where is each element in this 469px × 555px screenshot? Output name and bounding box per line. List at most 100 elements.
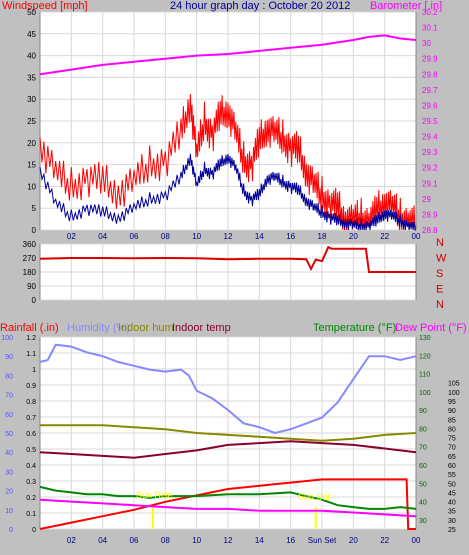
direction-ytick: 0 xyxy=(32,296,37,305)
temp-ytick: 80 xyxy=(419,426,427,433)
wind-xtick: 18 xyxy=(318,232,327,241)
dewpoint-ytick: 30 xyxy=(448,518,456,525)
rain-ytick: 1.2 xyxy=(26,335,36,342)
env-xtick: 02 xyxy=(67,536,76,545)
humidity-line xyxy=(39,343,417,435)
env-xtick: 04 xyxy=(98,536,107,545)
wind-xtick: 22 xyxy=(380,232,389,241)
humidity-ytick: 10 xyxy=(5,508,13,515)
temp-ytick: 50 xyxy=(419,481,427,488)
direction-compass-label: W xyxy=(436,253,447,265)
direction-compass-label: N xyxy=(436,299,444,311)
humidity-ytick: 100 xyxy=(1,335,13,342)
direction-line xyxy=(39,245,416,273)
wind-xtick: 10 xyxy=(192,232,201,241)
humidity-ytick: 30 xyxy=(5,469,13,476)
baro-ytick: 28.9 xyxy=(422,210,438,219)
wind-xtick: 20 xyxy=(349,232,358,241)
grid-lines xyxy=(40,11,417,530)
sunset-label: Sun Set xyxy=(298,492,331,502)
rain-ytick: 0.6 xyxy=(26,431,36,438)
dewpoint-ytick: 40 xyxy=(448,500,456,507)
dewpoint-ytick: 55 xyxy=(448,472,456,479)
wind-xtick: 04 xyxy=(98,232,107,241)
dew-point-line xyxy=(39,498,417,518)
humidity-ytick: 0 xyxy=(9,527,13,534)
env-xtick: 10 xyxy=(192,536,201,545)
wind-ytick: 45 xyxy=(27,30,36,39)
humidity-ytick: 80 xyxy=(5,373,13,380)
baro-ytick: 29.4 xyxy=(422,133,438,142)
temp-ytick: 120 xyxy=(419,353,431,360)
rain-ytick: 0.1 xyxy=(26,511,36,518)
series-lines xyxy=(39,34,417,530)
wind-xtick: 00 xyxy=(412,232,421,241)
direction-ytick: 270 xyxy=(23,254,37,263)
direction-compass-label: E xyxy=(436,284,443,296)
legend-indoor-temp: Indoor temp xyxy=(172,322,231,334)
wind-ytick: 0 xyxy=(32,226,37,235)
dewpoint-ytick: 35 xyxy=(448,509,456,516)
wind-ytick: 50 xyxy=(27,8,36,17)
humidity-ytick: 70 xyxy=(5,393,13,400)
temp-ytick: 60 xyxy=(419,463,427,470)
humidity-ytick: 90 xyxy=(5,354,13,361)
axis-labels: 0510152025303540455028.828.92929.129.229… xyxy=(1,8,459,545)
wind-xtick: 02 xyxy=(67,232,76,241)
dewpoint-ytick: 85 xyxy=(448,417,456,424)
legend-rainfall: Rainfall (.in) xyxy=(0,322,59,334)
temp-ytick: 30 xyxy=(419,518,427,525)
temp-ytick: 130 xyxy=(419,335,431,342)
rain-ytick: 0.2 xyxy=(26,495,36,502)
temp-ytick: 100 xyxy=(419,390,431,397)
rain-ytick: 1 xyxy=(32,367,36,374)
env-xtick: 14 xyxy=(255,536,264,545)
chart-title: 24 hour graph day : October 20 2012 xyxy=(170,0,350,12)
legend-humidity: Humidity (%) xyxy=(67,322,130,334)
wind-ytick: 15 xyxy=(27,161,36,170)
wind-ytick: 20 xyxy=(27,139,36,148)
rain-ytick: 0.4 xyxy=(26,463,36,470)
baro-ytick: 29.9 xyxy=(422,55,438,64)
baro-ytick: 29.2 xyxy=(422,164,438,173)
rain-ytick: 0 xyxy=(32,527,36,534)
baro-ytick: 30.1 xyxy=(422,24,438,33)
wind-xtick: 14 xyxy=(255,232,264,241)
env-xtick: 22 xyxy=(380,536,389,545)
wind-xtick: 12 xyxy=(224,232,233,241)
baro-ytick: 29.1 xyxy=(422,179,438,188)
dewpoint-ytick: 100 xyxy=(448,390,460,397)
env-xtick: 08 xyxy=(161,536,170,545)
temp-ytick: 40 xyxy=(419,500,427,507)
windspeed-label: Windspeed [mph] xyxy=(2,0,88,12)
baro-ytick: 29.6 xyxy=(422,101,438,110)
baro-ytick: 29.5 xyxy=(422,117,438,126)
env-xtick: 06 xyxy=(130,536,139,545)
direction-ytick: 360 xyxy=(23,240,37,249)
dewpoint-ytick: 90 xyxy=(448,408,456,415)
dewpoint-ytick: 80 xyxy=(448,426,456,433)
wind-ytick: 25 xyxy=(27,117,36,126)
rain-ytick: 0.7 xyxy=(26,415,36,422)
windspeed-average-line xyxy=(39,153,416,231)
dewpoint-ytick: 75 xyxy=(448,436,456,443)
barometer-line xyxy=(39,34,417,76)
humidity-ytick: 20 xyxy=(5,489,13,496)
env-xtick: Sun Set xyxy=(308,536,337,545)
rain-ytick: 0.5 xyxy=(26,447,36,454)
wind-xtick: 08 xyxy=(161,232,170,241)
legend-dewpoint: Dew Point (°F) xyxy=(395,322,467,334)
dewpoint-ytick: 50 xyxy=(448,481,456,488)
baro-ytick: 29.7 xyxy=(422,86,438,95)
dewpoint-ytick: 70 xyxy=(448,445,456,452)
rain-ytick: 1.1 xyxy=(26,351,36,358)
temp-ytick: 90 xyxy=(419,408,427,415)
direction-ytick: 90 xyxy=(27,282,36,291)
temperature-line xyxy=(39,485,417,510)
wind-ytick: 40 xyxy=(27,52,36,61)
wind-ytick: 30 xyxy=(27,95,36,104)
legend-indoor-hum: Indoor hum xyxy=(118,322,174,334)
dewpoint-ytick: 105 xyxy=(448,381,460,388)
